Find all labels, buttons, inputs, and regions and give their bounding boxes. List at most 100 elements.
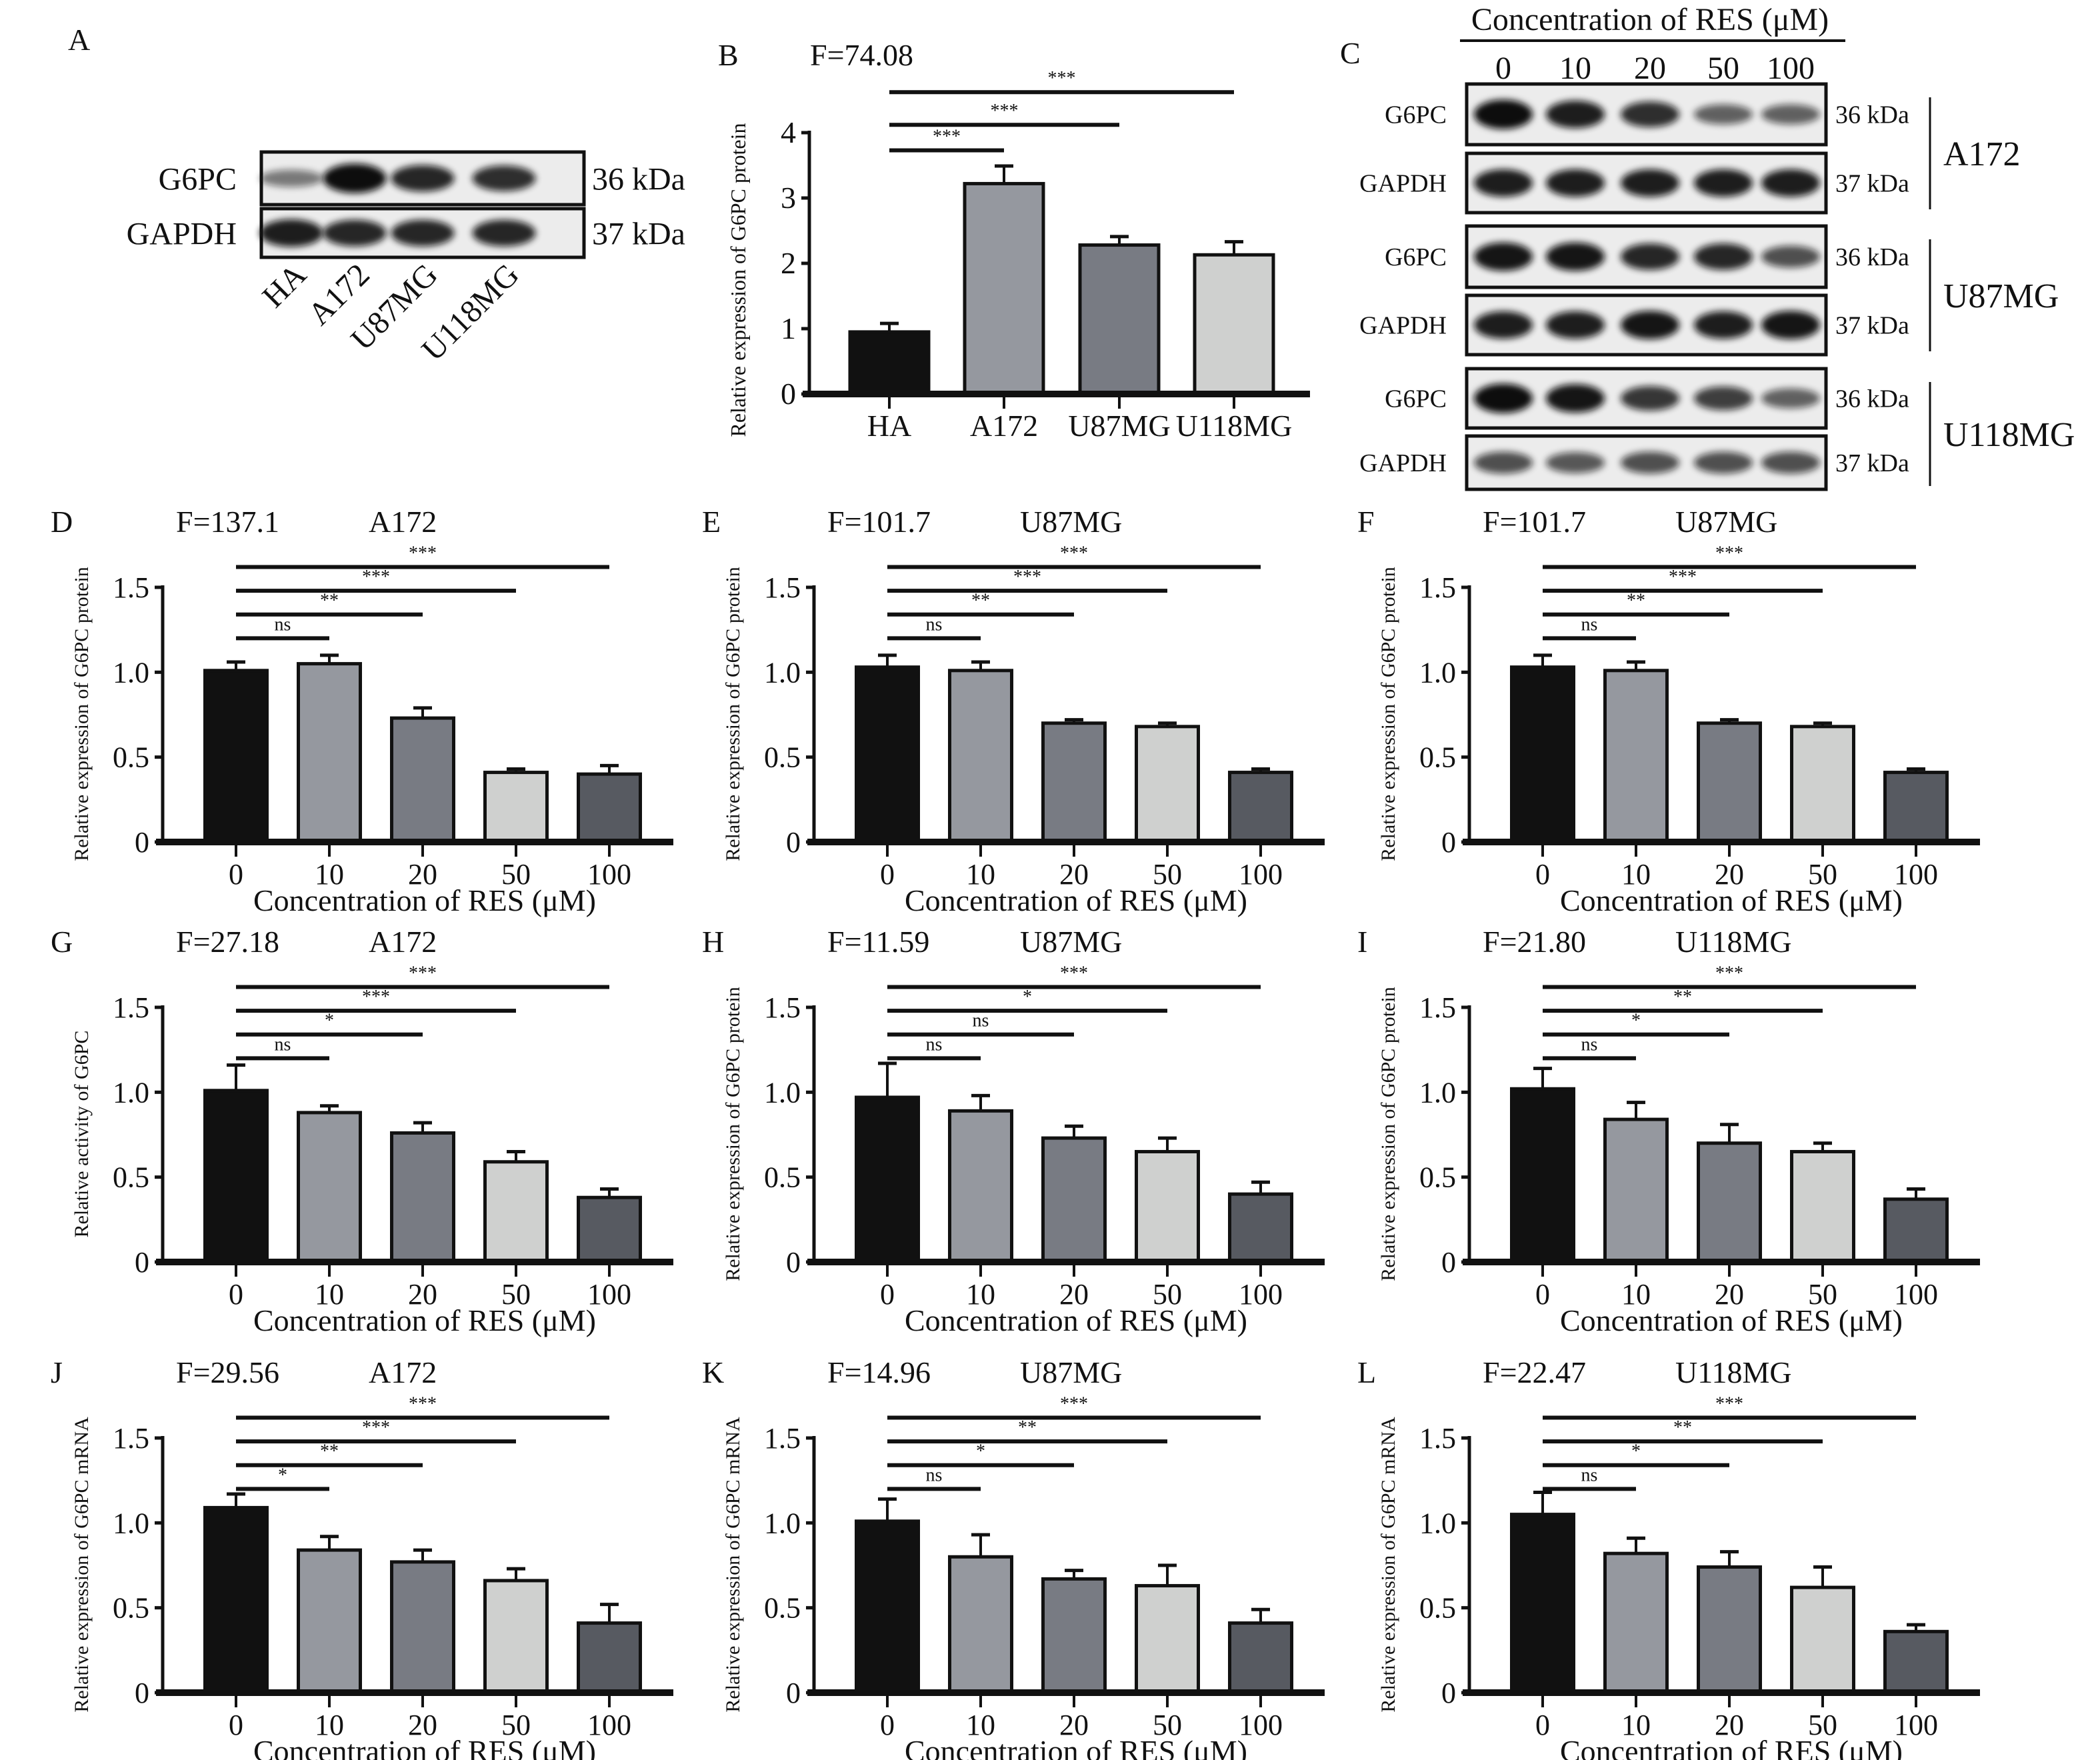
x-tick-label: 20: [1715, 1278, 1744, 1311]
bar: [1510, 1087, 1575, 1264]
bar: [1193, 253, 1275, 396]
y-tick-label: 1.0: [1419, 1507, 1456, 1539]
f-statistic: F=29.56: [176, 1355, 279, 1389]
f-statistic: F=14.96: [827, 1355, 931, 1389]
blot-row-label: GAPDH: [1359, 170, 1447, 198]
x-tick-label: 50: [501, 858, 531, 891]
panel-letter: K: [702, 1355, 724, 1389]
blot-band: [1694, 451, 1753, 474]
blot-band: [1546, 100, 1605, 129]
bar: [390, 1131, 455, 1264]
blot-band: [472, 165, 536, 191]
significance-label: ***: [1013, 567, 1041, 587]
lane-label: 0: [1495, 51, 1511, 86]
blot-band: [1474, 311, 1533, 339]
bar: [483, 771, 549, 844]
y-tick-label: 1.0: [1419, 1076, 1456, 1109]
bar: [297, 1548, 362, 1695]
significance-label: ns: [973, 1011, 989, 1031]
significance-label: **: [320, 1441, 339, 1462]
y-tick-label: 1.0: [764, 1507, 801, 1539]
blot-band: [1694, 311, 1753, 339]
x-tick-label: 20: [408, 1278, 437, 1311]
significance-label: ***: [362, 1417, 390, 1438]
bar: [1790, 1585, 1855, 1695]
significance-label: *: [278, 1465, 287, 1485]
blot-band: [1694, 243, 1753, 270]
panel-letter: L: [1357, 1355, 1376, 1389]
bar: [1041, 721, 1107, 844]
x-axis-label: Concentration of RES (μM): [1560, 883, 1903, 917]
blot-a-gapdh: [259, 207, 586, 259]
x-tick-label: 0: [229, 1278, 243, 1311]
group-label: U87MG: [1943, 277, 2059, 315]
blot-band: [1546, 384, 1605, 413]
y-tick-label: 0: [1441, 826, 1456, 859]
bar: [1510, 665, 1575, 844]
x-tick-label: 10: [315, 1278, 344, 1311]
significance-label: **: [1018, 1417, 1037, 1438]
chart-panel-k: [806, 1415, 1325, 1707]
significance-label: ns: [1581, 1034, 1598, 1055]
y-tick-label: 0: [1441, 1677, 1456, 1709]
y-tick-label: 1.5: [764, 991, 801, 1024]
blot-row-label: G6PC: [159, 162, 237, 197]
chart-panel-e: [806, 565, 1325, 857]
cell-line-label: U87MG: [1020, 1355, 1122, 1389]
x-tick-label: 50: [1808, 858, 1837, 891]
bar: [948, 669, 1013, 844]
significance-label: ***: [362, 567, 390, 587]
x-tick-label: U87MG: [1068, 409, 1170, 443]
blot-band: [323, 219, 387, 247]
y-tick-label: 0.5: [1419, 741, 1456, 774]
significance-label: ns: [275, 614, 291, 635]
significance-label: **: [1627, 591, 1645, 611]
x-tick-label: 0: [880, 858, 895, 891]
bar: [483, 1579, 549, 1695]
blot-band: [1474, 99, 1533, 129]
blot-band: [1694, 169, 1753, 197]
blot-row-label: GAPDH: [1359, 312, 1447, 340]
panel-letter: F: [1357, 505, 1375, 539]
chart-panel-l: [1461, 1415, 1980, 1707]
y-axis-label: Relative expression of G6PC protein: [1377, 567, 1399, 861]
blot-band: [1474, 242, 1533, 271]
significance-label: ***: [409, 1393, 437, 1414]
kda-label: 36 kDa: [1835, 101, 1909, 129]
significance-label: ns: [275, 1034, 291, 1055]
bar: [1078, 243, 1161, 396]
bar: [1228, 1192, 1293, 1264]
x-tick-label: 50: [1153, 858, 1182, 891]
blot-band: [1761, 388, 1820, 409]
x-tick-label: 10: [966, 1709, 995, 1741]
blot-band: [323, 163, 387, 193]
significance-label: **: [1673, 987, 1692, 1007]
y-tick-label: 2: [781, 246, 796, 280]
blot-row-label: GAPDH: [127, 217, 237, 252]
y-tick-label: 0.5: [113, 1592, 149, 1625]
y-tick-label: 1.5: [113, 1422, 149, 1455]
y-tick-label: 0.5: [113, 1161, 149, 1194]
f-statistic: F=101.7: [1483, 505, 1586, 539]
significance-label: ***: [1060, 963, 1088, 983]
bar: [1603, 1551, 1669, 1695]
bar: [848, 330, 931, 396]
blot-row-label: GAPDH: [1359, 449, 1447, 477]
chart-panel-b: [801, 90, 1310, 409]
x-tick-label: 10: [1621, 858, 1651, 891]
panel-letter: J: [51, 1355, 63, 1389]
blot-row-label: G6PC: [1385, 385, 1447, 413]
bar: [297, 1111, 362, 1264]
blot-c-u87mg-gapdh: [1465, 293, 1828, 357]
y-tick-label: 0: [1441, 1246, 1456, 1279]
f-statistic: F=22.47: [1483, 1355, 1586, 1389]
y-tick-label: 0.5: [113, 741, 149, 774]
bar: [390, 1560, 455, 1695]
bar: [577, 1621, 642, 1695]
cell-line-label: U87MG: [1675, 505, 1777, 539]
bar: [1697, 1565, 1762, 1695]
blot-band: [1546, 452, 1605, 473]
bar: [390, 716, 455, 844]
y-tick-label: 1: [781, 311, 796, 345]
y-tick-label: 1.5: [1419, 1422, 1456, 1455]
